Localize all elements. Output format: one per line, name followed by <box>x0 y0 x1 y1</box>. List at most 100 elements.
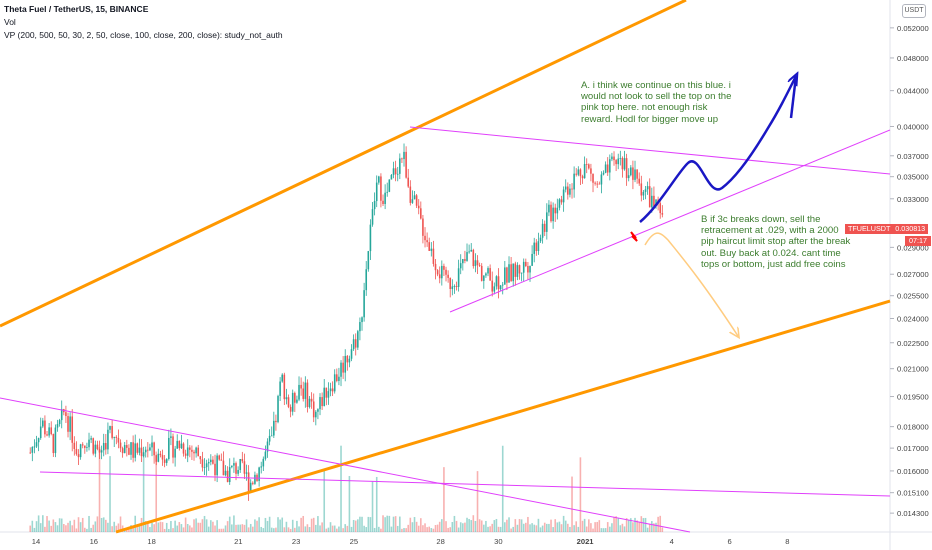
candle-body <box>201 459 204 468</box>
candle-body <box>558 199 561 208</box>
pink-horizontal-trendline[interactable] <box>39 471 891 497</box>
candle-body <box>174 448 176 458</box>
candle-body <box>88 439 90 448</box>
volume-bar <box>94 521 97 532</box>
candle-body <box>29 452 32 454</box>
volume-bar <box>165 522 168 532</box>
candle-body <box>231 465 233 468</box>
volume-bar <box>497 526 500 532</box>
volume-bar <box>291 519 294 532</box>
candle-body <box>304 382 307 399</box>
candle-body <box>291 392 294 412</box>
candle-body <box>543 223 546 232</box>
currency-toggle-button[interactable]: USDT <box>902 4 926 18</box>
candle-body <box>535 242 538 252</box>
pink-lower-left-trendline[interactable] <box>0 397 691 533</box>
blue-bullish-projection-arrow[interactable] <box>639 76 796 223</box>
volume-bar <box>323 470 326 532</box>
plot-area[interactable] <box>0 0 890 532</box>
orange-bearish-projection-arrow[interactable] <box>644 232 738 336</box>
time-axis[interactable]: 14 16 18 21 23 25 28 30 2021 4 6 8 <box>32 537 790 546</box>
candle-body <box>310 398 313 402</box>
candle-body <box>443 265 445 270</box>
volume-bar <box>464 522 466 532</box>
candle-body <box>560 199 563 203</box>
volume-bar <box>380 528 382 532</box>
candle-body <box>569 188 571 195</box>
volume-bar <box>504 522 506 532</box>
candle-body <box>588 164 590 169</box>
y-tick-label: 0.044000 <box>897 87 929 96</box>
volume-bar <box>256 520 258 532</box>
volume-bar <box>573 525 575 532</box>
volume-bar <box>617 518 620 532</box>
candle-body <box>109 426 111 430</box>
volume-bar <box>630 518 632 532</box>
candle-body <box>653 195 655 207</box>
pink-top-trendline[interactable] <box>409 126 891 175</box>
candle-body <box>424 235 426 241</box>
orange-upper-trendline[interactable] <box>0 0 687 328</box>
candle-body <box>348 358 351 363</box>
volume-bar <box>651 521 653 532</box>
candle-body <box>510 264 512 282</box>
candle-body <box>115 436 118 438</box>
candle-body <box>604 164 607 173</box>
volume-bar <box>157 522 160 532</box>
volume-bar <box>426 527 428 532</box>
volume-bar <box>510 528 512 532</box>
volume-bar <box>483 524 485 532</box>
candle-body <box>84 445 86 448</box>
volume-bar <box>56 525 59 532</box>
volume-bar <box>233 515 235 532</box>
candle-body <box>344 355 347 373</box>
candle-body <box>172 436 174 458</box>
volume-bar <box>142 454 145 532</box>
volume-bar <box>136 527 139 532</box>
volume-bar <box>634 517 636 532</box>
candle-body <box>31 446 34 453</box>
volume-bar <box>294 527 296 532</box>
orange-lower-trendline[interactable] <box>115 299 891 534</box>
y-tick-label: 0.016000 <box>897 467 929 476</box>
candle-body <box>283 374 286 400</box>
price-axis[interactable]: 0.014300 0.015100 0.016000 0.017000 0.018000… <box>890 24 929 518</box>
candle-body <box>609 159 611 173</box>
candle-body <box>497 276 500 290</box>
candle-body <box>619 157 622 159</box>
candle-body <box>350 349 353 359</box>
candle-body <box>65 412 67 417</box>
candle-body <box>247 472 250 492</box>
volume-bar <box>296 520 298 532</box>
candle-body <box>392 168 395 175</box>
volume-bar <box>331 525 334 532</box>
x-tick-label: 23 <box>292 537 300 546</box>
pink-rising-trendline[interactable] <box>449 129 891 313</box>
volume-bar <box>613 516 615 532</box>
candle-body <box>375 182 378 202</box>
volume-bar <box>270 527 273 532</box>
volume-bar <box>77 517 80 532</box>
x-tick-label: 16 <box>90 537 98 546</box>
volume-bar <box>525 522 527 532</box>
volume-bar <box>58 518 61 532</box>
candle-body <box>140 447 143 457</box>
volume-bar <box>447 527 449 532</box>
volume-bar <box>361 516 363 532</box>
volume-bar <box>470 520 473 532</box>
candle-body <box>594 182 596 184</box>
candle-body <box>621 157 624 170</box>
y-tick-label: 0.029000 <box>897 243 929 252</box>
candle-body <box>333 374 336 392</box>
candle-body <box>493 286 496 292</box>
volume-bar <box>604 528 607 532</box>
y-tick-label: 0.027000 <box>897 270 929 279</box>
candle-body <box>499 285 502 290</box>
candle-body <box>378 176 380 183</box>
candle-body <box>182 443 185 454</box>
volume-bar <box>226 521 229 532</box>
volume-bar <box>65 525 67 532</box>
volume-bar <box>37 515 40 532</box>
volume-bar <box>527 516 529 532</box>
